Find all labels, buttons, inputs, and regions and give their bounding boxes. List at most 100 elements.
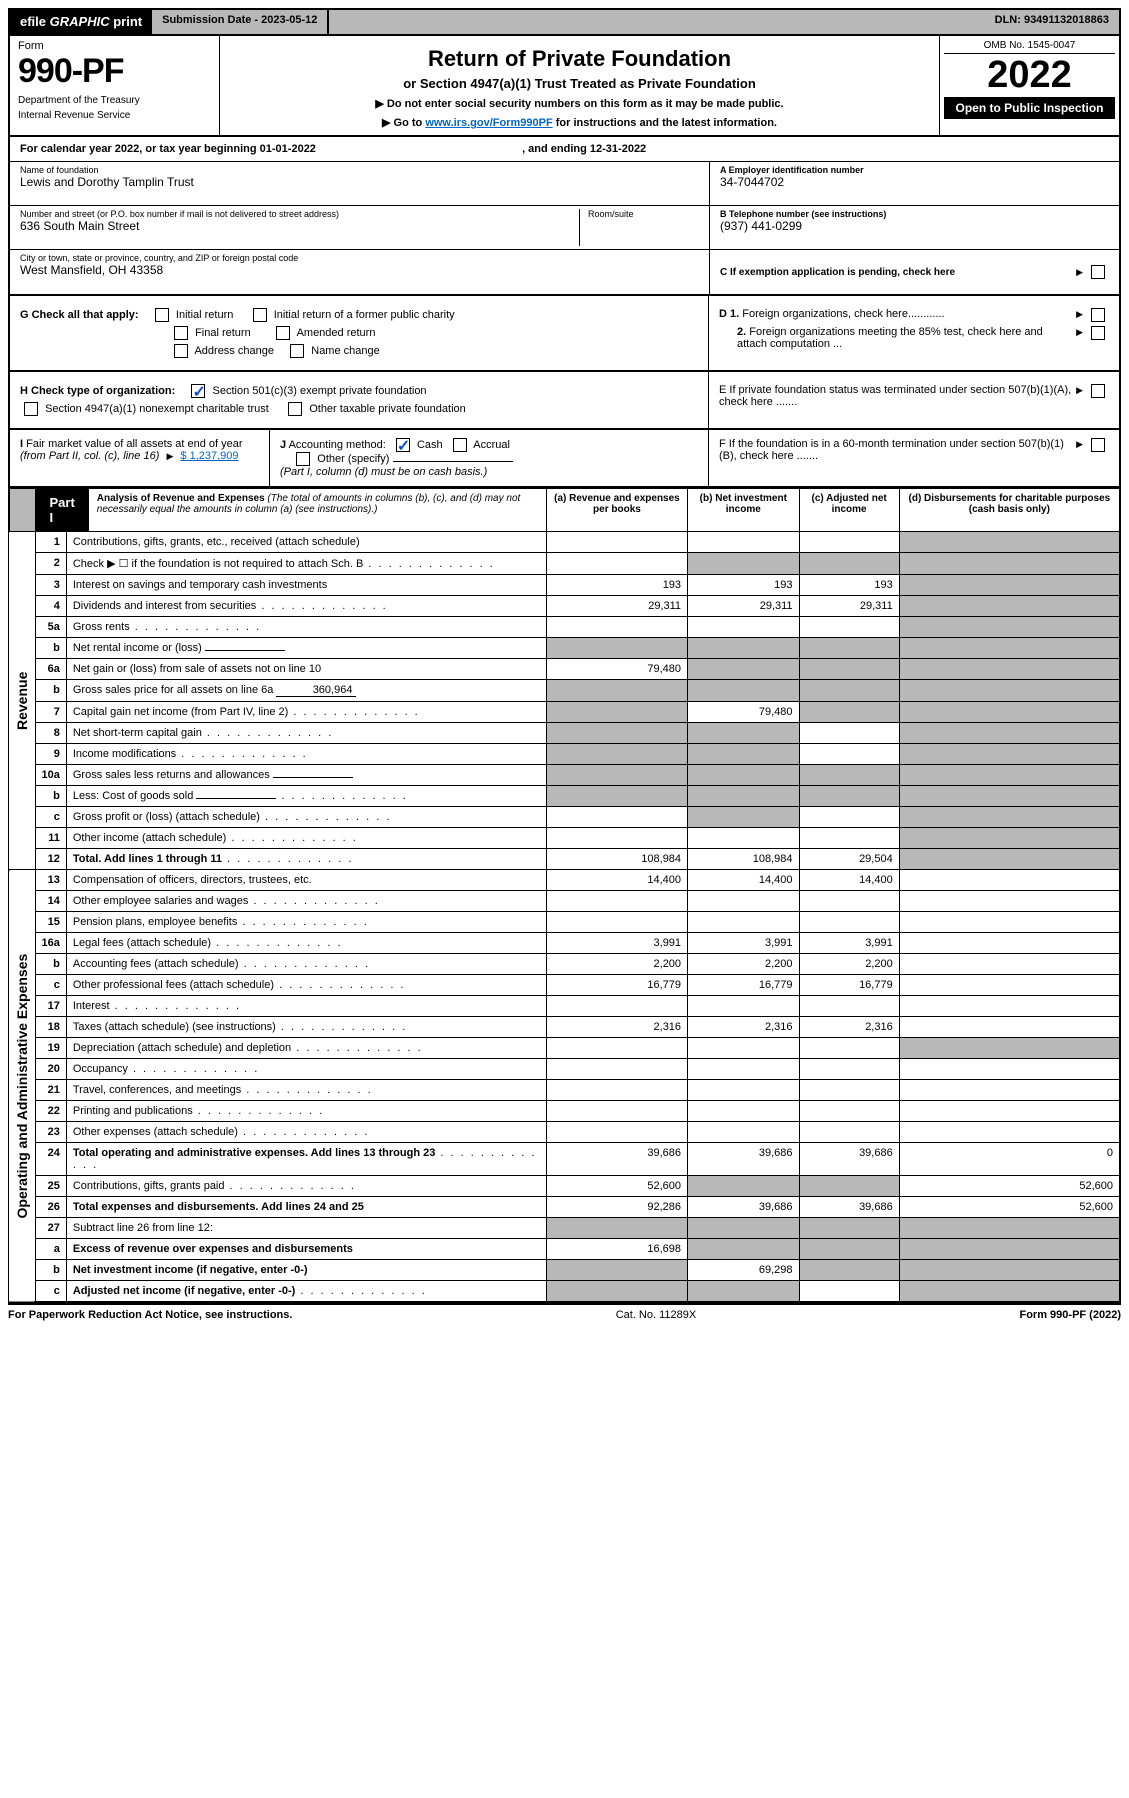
line-number: b: [35, 680, 66, 702]
irs-link[interactable]: www.irs.gov/Form990PF: [425, 117, 552, 129]
omb-number: OMB No. 1545-0047: [944, 40, 1115, 54]
501c3-checkbox[interactable]: [191, 384, 205, 398]
checkbox-block-1: G Check all that apply: Initial return I…: [8, 296, 1121, 372]
table-cell: [546, 638, 687, 659]
efile-print-button[interactable]: efile GRAPHIC print: [10, 10, 152, 34]
year-end: 12-31-2022: [590, 143, 646, 155]
table-row: 15Pension plans, employee benefits: [9, 912, 1120, 933]
initial-return-former-checkbox[interactable]: [253, 308, 267, 322]
table-cell: 2,200: [688, 954, 799, 975]
accrual-checkbox[interactable]: [453, 438, 467, 452]
d2-checkbox[interactable]: [1091, 326, 1105, 340]
table-cell: [899, 1080, 1120, 1101]
footer-right: Form 990-PF (2022): [1019, 1309, 1121, 1321]
tax-year: 2022: [944, 54, 1115, 97]
line-number: a: [35, 1239, 66, 1260]
amended-return-checkbox[interactable]: [276, 326, 290, 340]
line-description: Occupancy: [66, 1059, 546, 1080]
table-cell: 108,984: [688, 849, 799, 870]
line-description: Gross sales less returns and allowances: [66, 765, 546, 786]
table-cell: [799, 723, 899, 744]
address-change-checkbox[interactable]: [174, 344, 188, 358]
table-row: 22Printing and publications: [9, 1101, 1120, 1122]
line-description: Other professional fees (attach schedule…: [66, 975, 546, 996]
line-number: 10a: [35, 765, 66, 786]
table-cell: 2,316: [546, 1017, 687, 1038]
other-method-checkbox[interactable]: [296, 452, 310, 466]
table-row: 10aGross sales less returns and allowanc…: [9, 765, 1120, 786]
table-row: bNet investment income (if negative, ent…: [9, 1260, 1120, 1281]
final-return-checkbox[interactable]: [174, 326, 188, 340]
form-number: 990-PF: [18, 52, 211, 91]
fmv-link[interactable]: $ 1,237,909: [180, 450, 238, 462]
line-number: 15: [35, 912, 66, 933]
table-row: 25Contributions, gifts, grants paid52,60…: [9, 1176, 1120, 1197]
table-cell: 108,984: [546, 849, 687, 870]
table-cell: [899, 975, 1120, 996]
city-state-zip: West Mansfield, OH 43358: [20, 263, 699, 277]
calendar-year-line: For calendar year 2022, or tax year begi…: [8, 137, 1121, 162]
d1-checkbox[interactable]: [1091, 308, 1105, 322]
table-cell: [799, 702, 899, 723]
cash-checkbox[interactable]: [396, 438, 410, 452]
table-row: 16aLegal fees (attach schedule)3,9913,99…: [9, 933, 1120, 954]
table-cell: [899, 849, 1120, 870]
other-taxable-checkbox[interactable]: [288, 402, 302, 416]
table-cell: 3,991: [799, 933, 899, 954]
table-row: Revenue1Contributions, gifts, grants, et…: [9, 532, 1120, 553]
table-cell: 2,316: [799, 1017, 899, 1038]
table-cell: [799, 891, 899, 912]
e-checkbox[interactable]: [1091, 384, 1105, 398]
line-number: 3: [35, 575, 66, 596]
page-footer: For Paperwork Reduction Act Notice, see …: [8, 1305, 1121, 1325]
part1-badge: Part I: [36, 489, 89, 531]
table-cell: [688, 1218, 799, 1239]
table-cell: 39,686: [688, 1143, 799, 1176]
line-number: 12: [35, 849, 66, 870]
room-label: Room/suite: [588, 209, 699, 219]
col-d-header: (d) Disbursements for charitable purpose…: [899, 489, 1120, 532]
table-cell: [688, 1038, 799, 1059]
table-cell: 29,504: [799, 849, 899, 870]
table-cell: 14,400: [546, 870, 687, 891]
table-cell: 52,600: [899, 1176, 1120, 1197]
name-change-checkbox[interactable]: [290, 344, 304, 358]
city-label: City or town, state or province, country…: [20, 253, 699, 263]
table-cell: [899, 1122, 1120, 1143]
line-description: Subtract line 26 from line 12:: [66, 1218, 546, 1239]
line-description: Capital gain net income (from Part IV, l…: [66, 702, 546, 723]
table-row: 9Income modifications: [9, 744, 1120, 765]
table-row: bLess: Cost of goods sold: [9, 786, 1120, 807]
line-number: 13: [35, 870, 66, 891]
e-text: E If private foundation status was termi…: [719, 384, 1072, 408]
instr-link: ▶ Go to www.irs.gov/Form990PF for instru…: [230, 116, 929, 129]
table-cell: [899, 680, 1120, 702]
table-cell: [799, 1260, 899, 1281]
table-cell: [799, 1101, 899, 1122]
table-cell: 29,311: [688, 596, 799, 617]
line-description: Net rental income or (loss): [66, 638, 546, 659]
table-cell: [899, 933, 1120, 954]
table-cell: 69,298: [688, 1260, 799, 1281]
f-checkbox[interactable]: [1091, 438, 1105, 452]
line-number: 25: [35, 1176, 66, 1197]
table-cell: 14,400: [688, 870, 799, 891]
submission-date: Submission Date - 2023-05-12: [152, 10, 329, 34]
initial-return-checkbox[interactable]: [155, 308, 169, 322]
line-number: c: [35, 1281, 66, 1303]
phone-value: (937) 441-0299: [720, 219, 1109, 233]
line-description: Net investment income (if negative, ente…: [66, 1260, 546, 1281]
4947-checkbox[interactable]: [24, 402, 38, 416]
table-cell: [688, 807, 799, 828]
line-number: 17: [35, 996, 66, 1017]
table-cell: [799, 553, 899, 575]
footer-mid: Cat. No. 11289X: [616, 1309, 697, 1321]
table-cell: [688, 912, 799, 933]
exemption-checkbox[interactable]: [1091, 265, 1105, 279]
table-cell: [688, 1122, 799, 1143]
line-description: Other expenses (attach schedule): [66, 1122, 546, 1143]
table-cell: 16,698: [546, 1239, 687, 1260]
table-cell: [799, 617, 899, 638]
table-row: 17Interest: [9, 996, 1120, 1017]
table-cell: 16,779: [799, 975, 899, 996]
